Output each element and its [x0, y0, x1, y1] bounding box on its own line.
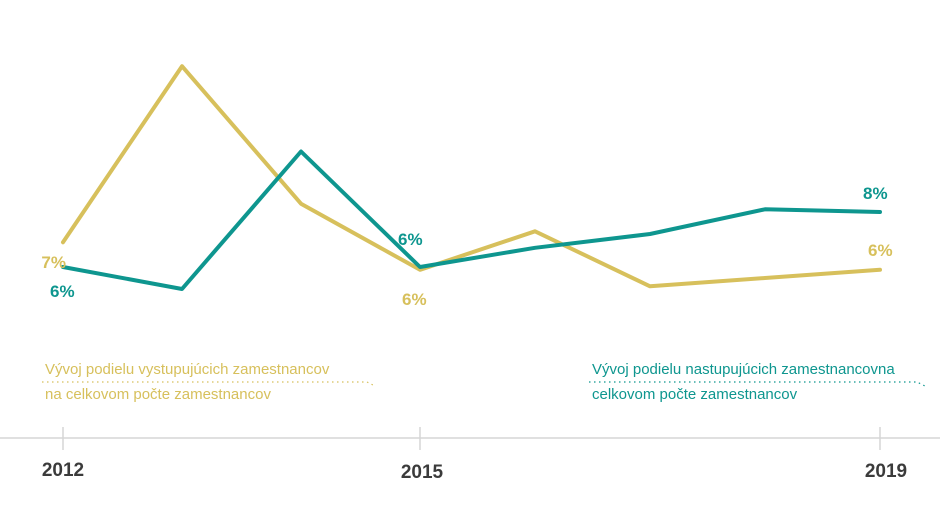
legend-incoming-line1: Vývoj podielu nastupujúcich zamestnancov…: [592, 361, 895, 378]
x-axis-label-2019: 2019: [865, 461, 907, 482]
outgoing-2015-value-label: 6%: [402, 290, 427, 309]
legend-outgoing-line2: na celkovom počte zamestnancov: [45, 386, 271, 403]
legend-incoming: Vývoj podielu nastupujúcich zamestnancov…: [589, 361, 926, 403]
incoming-2015-value-label: 6%: [398, 230, 423, 249]
x-axis-label-2012: 2012: [42, 460, 84, 481]
legend-incoming-line2: celkovom počte zamestnancov: [592, 386, 798, 403]
outgoing-2019-value-label: 6%: [868, 241, 893, 260]
legend-outgoing: Vývoj podielu vystupujúcich zamestnancov…: [42, 361, 376, 403]
incoming-employees-line: [61, 149, 882, 291]
outgoing-2012-value-label: 7%: [41, 253, 66, 272]
outgoing-employees-line: [61, 64, 882, 289]
incoming-2012-value-label: 6%: [50, 282, 75, 301]
x-axis-label-2015: 2015: [401, 462, 444, 483]
legend-outgoing-line1: Vývoj podielu vystupujúcich zamestnancov: [45, 361, 330, 378]
legend-outgoing-dotted-rule: [42, 381, 376, 387]
incoming-2019-value-label: 8%: [863, 184, 888, 203]
x-axis: 2012 2015 2019: [0, 427, 940, 483]
